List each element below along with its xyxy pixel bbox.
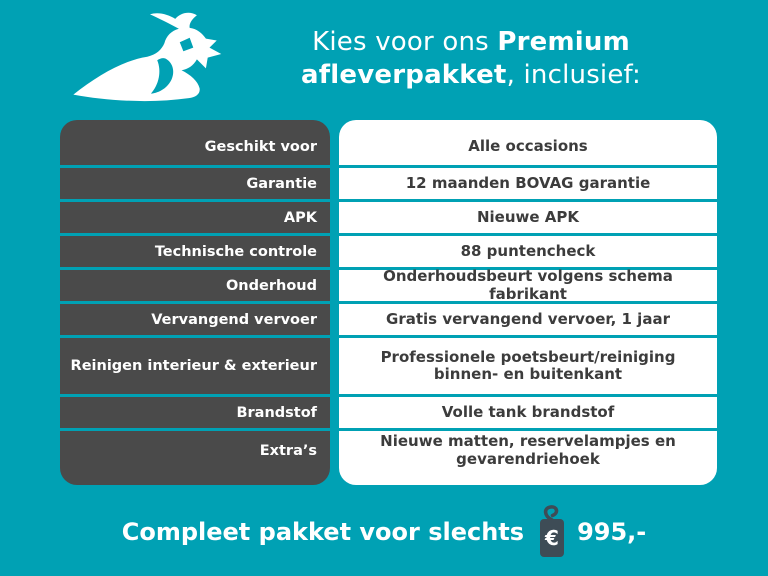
title-line2-bold: afleverpakket bbox=[301, 60, 507, 90]
feature-value: Nieuwe matten, reservelampjes en gevaren… bbox=[339, 431, 717, 485]
features-table: Geschikt voor Alle occasions Garantie 12 ma… bbox=[60, 120, 717, 485]
title-line1-regular: Kies voor ons bbox=[312, 27, 498, 57]
page-title: Kies voor ons Premium afleverpakket, inc… bbox=[238, 26, 704, 92]
feature-label: Reinigen interieur & exterieur bbox=[60, 338, 330, 394]
price-value: 995,- bbox=[577, 518, 647, 546]
feature-value: Volle tank brandstof bbox=[339, 397, 717, 428]
lapwing-bird-icon bbox=[73, 12, 222, 102]
feature-value: Nieuwe APK bbox=[339, 202, 717, 233]
feature-value: Professionele poetsbeurt/reiniging binne… bbox=[339, 338, 717, 394]
price-tag-euro-icon: € bbox=[540, 505, 565, 557]
price-line-label: Compleet pakket voor slechts bbox=[121, 518, 525, 546]
feature-label: Technische controle bbox=[60, 236, 330, 267]
feature-value: Alle occasions bbox=[339, 120, 717, 165]
feature-value: 88 puntencheck bbox=[339, 236, 717, 267]
feature-label: Vervangend vervoer bbox=[60, 304, 330, 335]
feature-value: Gratis vervangend vervoer, 1 jaar bbox=[339, 304, 717, 335]
title-line1-bold: Premium bbox=[497, 27, 630, 57]
title-line2-regular: , inclusief: bbox=[506, 60, 641, 90]
feature-label: Onderhoud bbox=[60, 270, 330, 301]
feature-label: Geschikt voor bbox=[60, 120, 330, 165]
price-line: Compleet pakket voor slechts € 995,- bbox=[0, 500, 768, 564]
feature-label: Garantie bbox=[60, 168, 330, 199]
feature-label: APK bbox=[60, 202, 330, 233]
feature-label: Extra’s bbox=[60, 431, 330, 485]
tag-euro-symbol: € bbox=[544, 526, 559, 550]
feature-value: 12 maanden BOVAG garantie bbox=[339, 168, 717, 199]
feature-label: Brandstof bbox=[60, 397, 330, 428]
feature-value: Onderhoudsbeurt volgens schema fabrikant bbox=[339, 268, 717, 302]
header: Kies voor ons Premium afleverpakket, inc… bbox=[0, 0, 768, 118]
